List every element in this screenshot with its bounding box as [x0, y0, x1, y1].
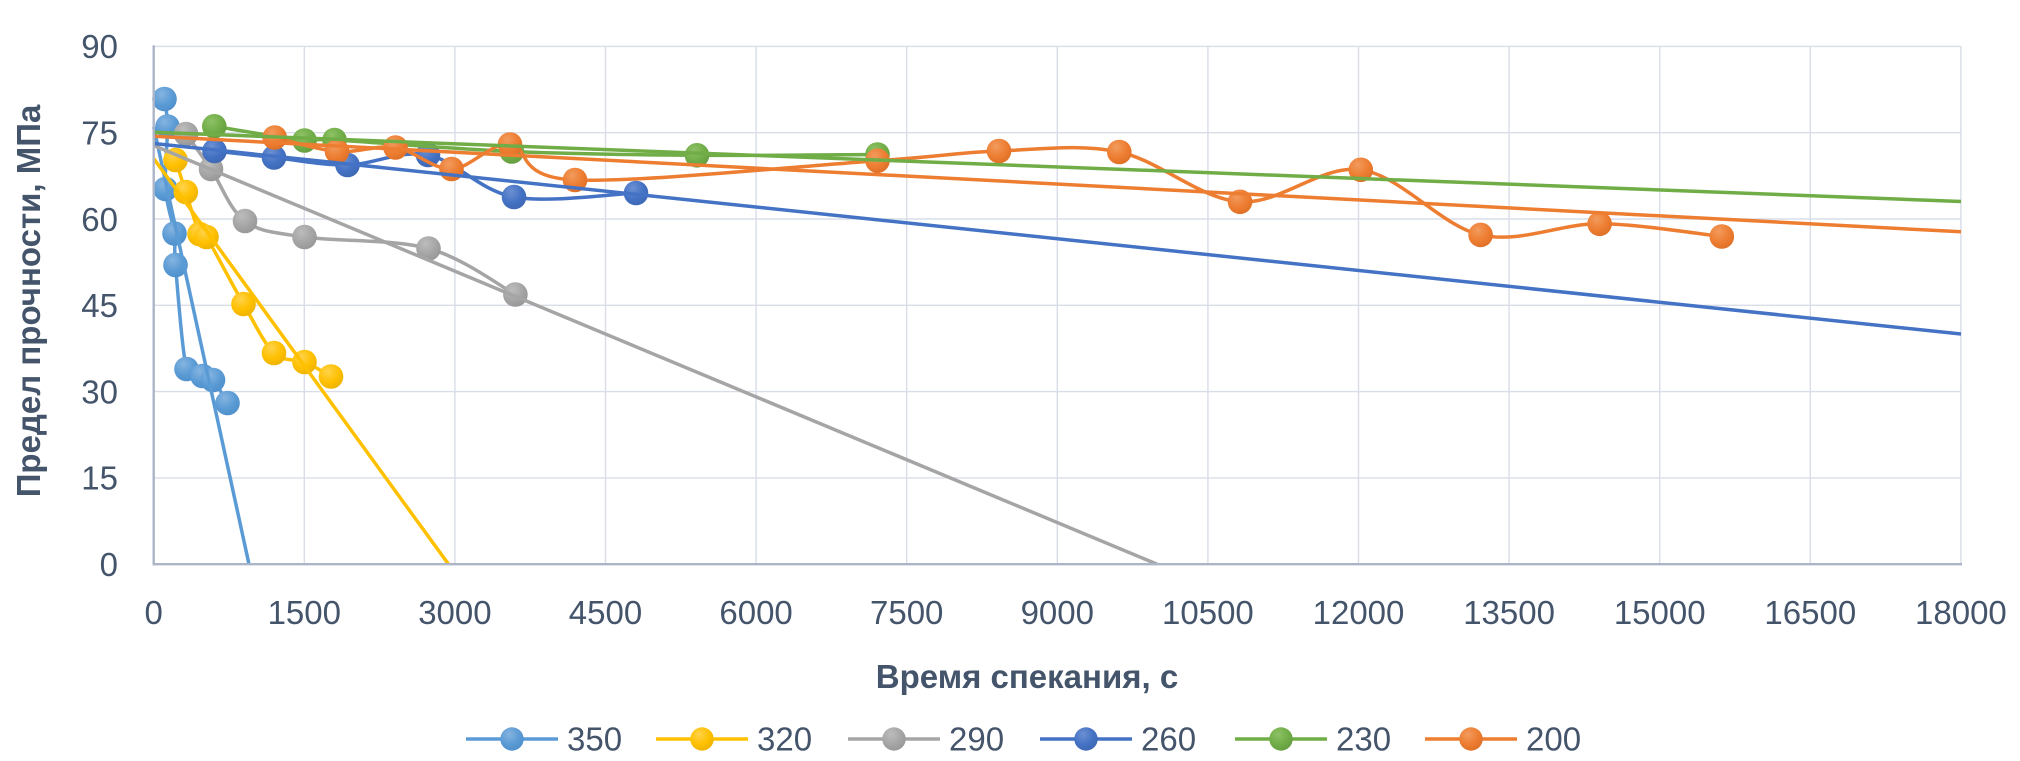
svg-text:350: 350	[567, 721, 622, 757]
svg-text:290: 290	[949, 721, 1004, 757]
svg-text:90: 90	[81, 28, 118, 65]
svg-text:0: 0	[100, 546, 118, 583]
svg-text:60: 60	[81, 201, 118, 238]
svg-text:12000: 12000	[1313, 594, 1405, 631]
svg-text:4500: 4500	[569, 594, 642, 631]
svg-text:230: 230	[1336, 721, 1391, 757]
svg-text:16500: 16500	[1764, 594, 1856, 631]
svg-text:13500: 13500	[1463, 594, 1555, 631]
svg-text:200: 200	[1526, 721, 1581, 757]
svg-text:10500: 10500	[1162, 594, 1254, 631]
svg-text:1500: 1500	[268, 594, 341, 631]
svg-text:30: 30	[81, 373, 118, 410]
svg-text:0: 0	[145, 594, 163, 631]
svg-text:9000: 9000	[1021, 594, 1094, 631]
svg-text:6000: 6000	[719, 594, 792, 631]
svg-text:18000: 18000	[1915, 594, 2007, 631]
svg-text:3000: 3000	[418, 594, 491, 631]
svg-text:Время спекания, с: Время спекания, с	[876, 658, 1178, 695]
svg-text:15: 15	[81, 460, 118, 497]
svg-text:260: 260	[1141, 721, 1196, 757]
svg-text:Предел прочности, МПа: Предел прочности, МПа	[10, 104, 47, 497]
svg-text:15000: 15000	[1614, 594, 1706, 631]
svg-text:45: 45	[81, 287, 118, 324]
svg-text:75: 75	[81, 115, 118, 152]
svg-text:320: 320	[757, 721, 812, 757]
svg-text:7500: 7500	[870, 594, 943, 631]
